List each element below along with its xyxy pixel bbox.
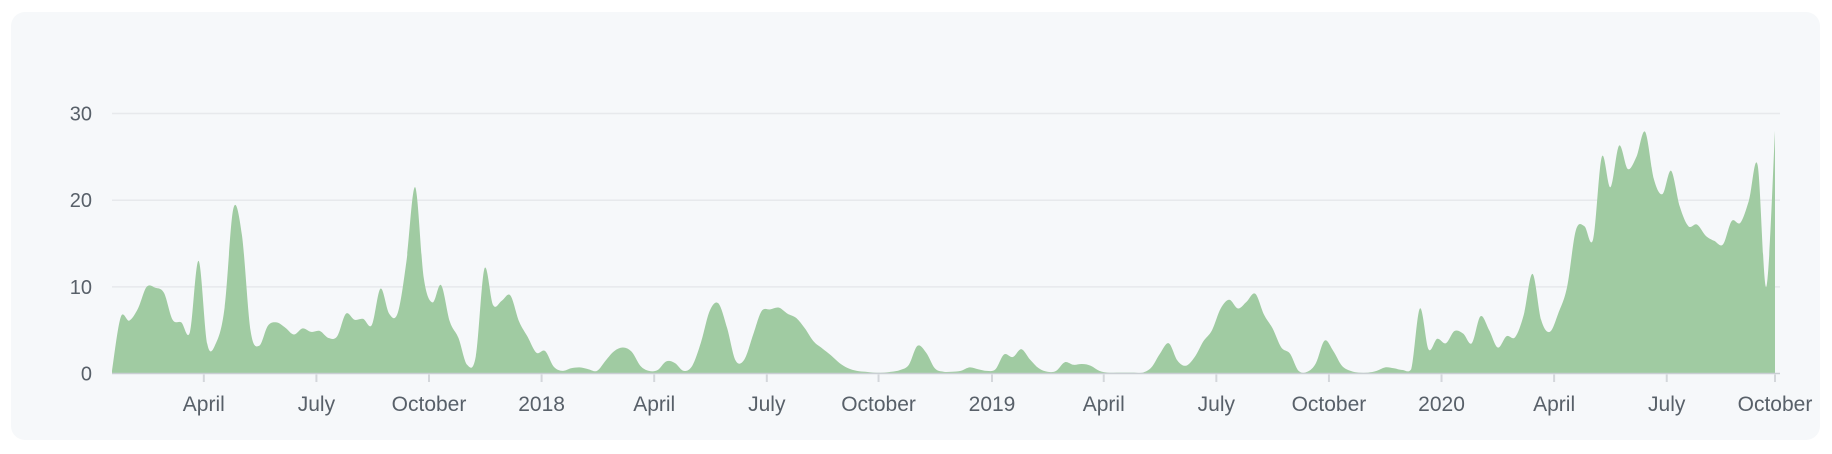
area-series — [112, 130, 1775, 374]
x-axis-label: 2020 — [1418, 393, 1465, 416]
x-axis-label: October — [1738, 393, 1813, 416]
x-axis-label: April — [633, 393, 675, 416]
y-axis-label: 30 — [70, 104, 92, 126]
x-axis-label: 2018 — [518, 393, 565, 416]
y-axis-label: 20 — [70, 190, 92, 212]
x-axis-label: April — [183, 393, 225, 416]
y-axis-label: 0 — [81, 364, 92, 386]
x-axis-label: October — [392, 393, 467, 416]
x-axis-label: July — [1648, 393, 1686, 416]
x-axis-label: October — [841, 393, 916, 416]
x-axis-label: 2019 — [969, 393, 1016, 416]
x-axis-label: April — [1083, 393, 1125, 416]
x-axis-label: April — [1533, 393, 1575, 416]
x-axis-label: July — [1198, 393, 1236, 416]
y-axis-label: 10 — [70, 277, 92, 299]
x-axis-label: July — [748, 393, 786, 416]
x-axis-label: October — [1292, 393, 1367, 416]
x-axis-label: July — [298, 393, 336, 416]
